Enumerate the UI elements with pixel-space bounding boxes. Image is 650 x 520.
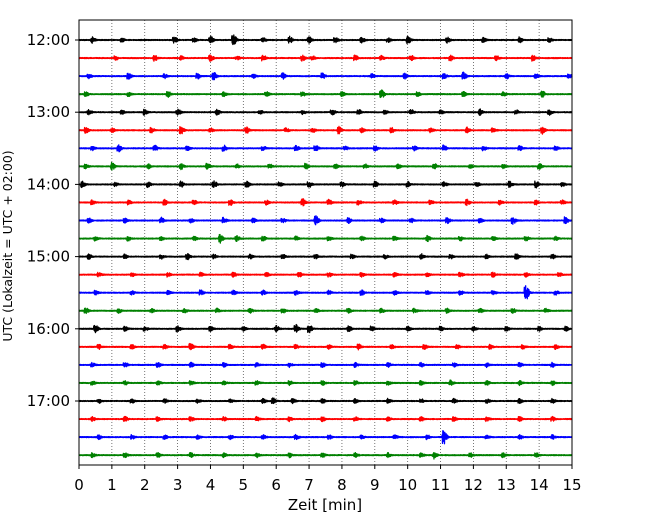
x-tick-label: 11 xyxy=(431,476,450,494)
x-tick-label: 9 xyxy=(370,476,380,494)
x-tick-label: 12 xyxy=(464,476,483,494)
trace-line xyxy=(78,361,573,369)
plot-frame xyxy=(78,19,573,466)
trace-line xyxy=(78,307,573,315)
x-tick-label: 8 xyxy=(337,476,347,494)
trace-line xyxy=(78,108,573,116)
trace-line xyxy=(78,285,573,300)
trace-line xyxy=(78,54,573,62)
y-tick-label: 13:00 xyxy=(27,103,70,121)
y-tick-label: 16:00 xyxy=(27,320,70,338)
y-tick-label: 14:00 xyxy=(27,175,70,193)
x-tick-label: 10 xyxy=(398,476,417,494)
x-tick-label: 15 xyxy=(562,476,581,494)
y-tick-label: 12:00 xyxy=(27,31,70,49)
trace-line xyxy=(78,89,573,99)
x-tick-label: 5 xyxy=(239,476,249,494)
trace-line xyxy=(78,323,573,334)
grid-lines xyxy=(111,20,540,465)
y-axis-ticks: 12:00 13:00 14:00 15:00 16:00 17:00 xyxy=(27,31,79,410)
trace-line xyxy=(78,233,573,244)
trace-line xyxy=(78,71,573,81)
trace-line xyxy=(78,161,573,171)
trace-line xyxy=(78,397,573,405)
x-tick-label: 14 xyxy=(530,476,549,494)
trace-line xyxy=(78,271,573,278)
trace-line xyxy=(78,451,573,460)
x-tick-label: 1 xyxy=(107,476,117,494)
x-tick-label: 3 xyxy=(173,476,183,494)
trace-line xyxy=(78,253,573,261)
trace-line xyxy=(78,430,573,445)
x-axis-label: Zeit [min] xyxy=(288,496,362,514)
x-tick-label: 0 xyxy=(74,476,84,494)
y-tick-label: 15:00 xyxy=(27,248,70,266)
trace-line xyxy=(78,125,573,135)
trace-line xyxy=(78,342,573,351)
y-tick-label: 17:00 xyxy=(27,392,70,410)
trace-line xyxy=(78,415,573,423)
x-tick-label: 13 xyxy=(497,476,516,494)
x-tick-label: 2 xyxy=(140,476,150,494)
trace-line xyxy=(78,379,573,387)
x-tick-label: 6 xyxy=(271,476,281,494)
trace-line xyxy=(78,144,573,153)
seismic-traces xyxy=(78,34,573,460)
trace-line xyxy=(78,180,573,189)
x-tick-label: 4 xyxy=(206,476,216,494)
trace-line xyxy=(78,34,573,46)
x-axis-ticks: 0 1 2 3 4 5 6 7 8 9 10 11 12 13 14 15 xyxy=(74,465,582,494)
y-axis-label: UTC (Lokalzeit = UTC + 02:00) xyxy=(0,150,15,341)
trace-line xyxy=(78,198,573,207)
x-tick-label: 7 xyxy=(304,476,314,494)
trace-line xyxy=(78,215,573,226)
